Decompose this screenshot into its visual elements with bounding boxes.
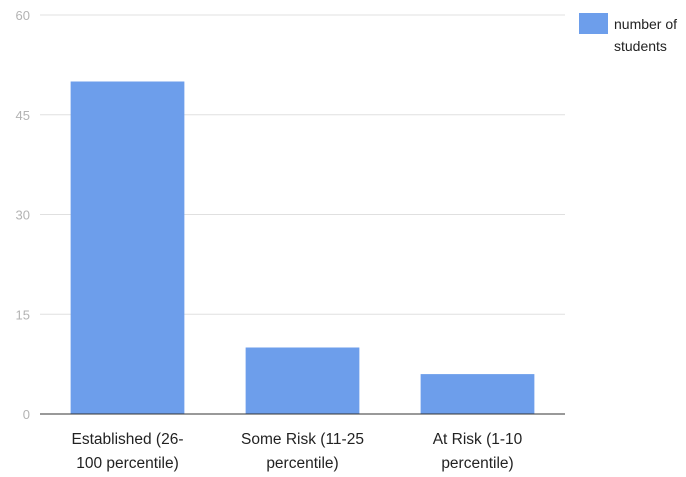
legend-label-line: number of (614, 16, 677, 32)
x-tick-label: Established (26- 100 percentile) (71, 431, 183, 472)
legend-swatch (579, 13, 608, 34)
y-tick-label: 30 (16, 208, 30, 223)
legend: number of students (579, 13, 677, 54)
y-tick-label: 60 (16, 8, 30, 23)
bar (245, 347, 360, 414)
x-axis: Established (26- 100 percentile) Some Risk… (71, 431, 522, 472)
x-tick-label: Some Risk (11-25 percentile) (241, 431, 364, 472)
x-tick-label-line: Established (26- (71, 431, 183, 448)
y-tick-label: 0 (23, 407, 30, 422)
legend-label: number of students (614, 16, 677, 54)
legend-label-line: students (614, 38, 667, 54)
x-tick-label-line: At Risk (1-10 (433, 431, 523, 448)
x-tick-label-line: 100 percentile) (76, 455, 179, 472)
y-axis: 0 15 30 45 60 (16, 8, 30, 422)
x-tick-label: At Risk (1-10 percentile) (433, 431, 523, 472)
y-tick-label: 45 (16, 108, 30, 123)
x-tick-label-line: percentile) (266, 455, 338, 472)
bar (70, 81, 185, 414)
bars (70, 81, 535, 414)
x-tick-label-line: percentile) (441, 455, 513, 472)
y-tick-label: 15 (16, 307, 30, 322)
bar (420, 374, 535, 414)
x-tick-label-line: Some Risk (11-25 (241, 431, 364, 448)
